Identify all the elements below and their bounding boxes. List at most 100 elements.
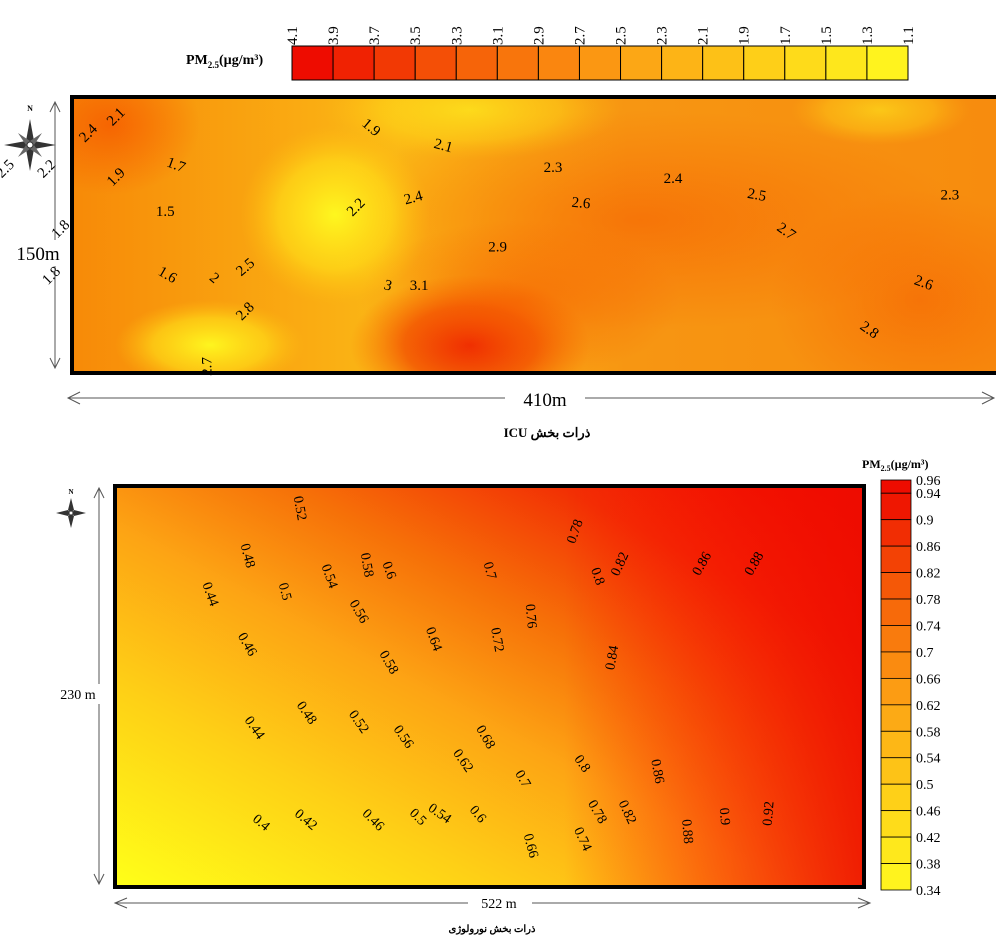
neuro-colorbar-cell <box>880 810 912 838</box>
icu-colorbar-cell <box>332 45 375 81</box>
icu-colorbar-tick: 1.9 <box>737 26 753 45</box>
icu-colorbar-tick: 2.1 <box>696 26 712 45</box>
neuro-value-label: 0.58 <box>357 552 376 579</box>
icu-value-label: 2.3 <box>544 160 563 176</box>
neuro-colorbar-tick: 0.86 <box>916 540 941 555</box>
icu-colorbar-tick: 1.3 <box>860 26 876 45</box>
neuro-colorbar-tick: 0.7 <box>916 646 934 661</box>
neuro-north-label: N <box>68 488 73 496</box>
neuro-colorbar-cell <box>880 730 912 759</box>
neuro-colorbar-tick: 0.94 <box>916 487 941 502</box>
neuro-value-label: 0.66 <box>520 832 541 860</box>
svg-text:PM2.5(µg/m³): PM2.5(µg/m³) <box>862 457 929 473</box>
icu-colorbar-label-unit: (µg/m³) <box>219 53 263 68</box>
neuro-colorbar-tick: 0.5 <box>916 778 934 793</box>
icu-title: ذرات بخش ICU <box>504 425 591 441</box>
icu-height-label: 150m <box>16 244 60 265</box>
icu-value-label: 2.9 <box>488 239 507 255</box>
neuro-colorbar-ticks: 0.960.94 0.9 0.86 0.82 0.78 0.74 0.7 0.66 0.62 0.… <box>916 474 941 899</box>
neuro-colorbar-tick: 0.46 <box>916 805 941 820</box>
icu-colorbar-tick: 2.9 <box>531 26 547 45</box>
neuro-colorbar-tick: 0.82 <box>916 567 941 582</box>
icu-colorbar-tick: 2.3 <box>655 26 671 45</box>
icu-colorbar-tick: 1.5 <box>819 26 835 45</box>
neuro-frame <box>113 484 866 889</box>
icu-value-label: 1.7 <box>164 155 188 177</box>
neuro-colorbar-cell <box>880 651 912 679</box>
neuro-colorbar-cell <box>880 479 912 494</box>
neuro-value-label: 0.76 <box>522 603 539 629</box>
neuro-colorbar-cell <box>880 863 912 891</box>
icu-colorbar-cell <box>578 45 622 81</box>
neuro-value-label: 0.72 <box>487 627 506 654</box>
icu-colorbar-tick: 3.5 <box>408 26 424 45</box>
icu-colorbar-tick: 2.5 <box>614 26 630 45</box>
icu-width-label: 410m <box>523 390 567 411</box>
neuro-colorbar-cell <box>880 492 912 521</box>
neuro-title: ذرات بخش نورولوژی <box>449 924 536 935</box>
neuro-colorbar-cell <box>880 757 912 785</box>
neuro-width-dimension: 522 m <box>113 893 872 913</box>
icu-colorbar-tick: 3.7 <box>367 26 383 45</box>
neuro-colorbar-cell <box>880 625 912 653</box>
neuro-colorbar-tick: 0.74 <box>916 619 941 634</box>
icu-colorbar-cell <box>825 45 868 81</box>
neuro-colorbar-label-main: PM <box>862 457 881 471</box>
icu-value-label: 2.6 <box>571 195 592 213</box>
neuro-colorbar-tick: 0.66 <box>916 672 941 687</box>
neuro-value-label: 0.8 <box>587 566 607 588</box>
neuro-colorbar-tick: 0.38 <box>916 858 941 873</box>
icu-colorbar-cell <box>702 45 745 81</box>
neuro-width-label: 522 m <box>481 897 517 912</box>
neuro-colorbar-label-sub: 2.5 <box>881 464 891 473</box>
icu-width-dimension: 410m <box>66 386 996 412</box>
icu-value-label: 3 <box>382 277 393 294</box>
neuro-value-label: 0.9 <box>716 807 732 826</box>
neuro-height-label: 230 m <box>60 688 96 703</box>
neuro-value-label: 0.7 <box>480 560 499 581</box>
neuro-value-label: 0.84 <box>603 644 622 671</box>
neuro-colorbar-cell <box>880 572 912 600</box>
icu-value-label: 2.7 <box>199 357 215 376</box>
icu-value-label: 2.1 <box>432 136 454 156</box>
icu-value-label: 2.5 <box>0 157 18 182</box>
neuro-colorbar-tick: 0.34 <box>916 884 941 899</box>
icu-colorbar-cell <box>661 45 704 81</box>
neuro-value-label: 0.52 <box>290 495 309 522</box>
neuro-colorbar-tick: 0.58 <box>916 725 941 740</box>
icu-colorbar-cell <box>455 45 498 81</box>
neuro-colorbar-tick: 0.42 <box>916 831 941 846</box>
icu-colorbar-label-sub: 2.5 <box>208 60 220 70</box>
neuro-value-label: 0.5 <box>275 581 294 602</box>
icu-north-label: N <box>27 104 33 113</box>
neuro-value-label: 0.48 <box>237 542 258 570</box>
icu-colorbar-label: PM2.5(µg/m³) <box>186 53 263 70</box>
icu-colorbar-cell <box>784 45 827 81</box>
neuro-height-dimension: 230 m <box>48 486 108 886</box>
neuro-value-label: 0.88 <box>678 819 695 845</box>
neuro-colorbar-cell <box>880 704 912 732</box>
neuro-heatmap <box>117 488 862 885</box>
neuro-colorbar <box>880 479 912 891</box>
icu-heatmap <box>73 98 996 372</box>
icu-value-label: 2.2 <box>35 157 60 182</box>
icu-colorbar-label-main: PM <box>186 53 208 68</box>
icu-value-label: 2.5 <box>746 186 767 205</box>
icu-colorbar-tick: 4.1 <box>285 26 301 45</box>
icu-colorbar-cell <box>414 45 457 81</box>
icu-value-label: 2.3 <box>940 187 959 203</box>
neuro-value-label: 0.86 <box>647 758 666 785</box>
icu-colorbar-tick: 1.1 <box>901 26 917 45</box>
icu-colorbar-cell <box>537 45 580 81</box>
icu-colorbar-cell <box>866 45 909 81</box>
neuro-colorbar-tick: 0.54 <box>916 752 941 767</box>
neuro-colorbar-cell <box>880 836 912 864</box>
icu-colorbar-cell <box>496 45 539 81</box>
neuro-colorbar-cell <box>880 783 912 812</box>
icu-colorbar-cell <box>373 45 416 81</box>
icu-colorbar-ticks: 4.1 3.9 3.7 3.5 3.3 3.1 2.9 2.7 2.5 2.3 2.1 1.9 1.7 1… <box>285 26 917 45</box>
icu-colorbar-tick: 2.7 <box>572 26 588 45</box>
icu-colorbar-tick: 3.9 <box>326 26 342 45</box>
icu-frame <box>70 95 996 375</box>
